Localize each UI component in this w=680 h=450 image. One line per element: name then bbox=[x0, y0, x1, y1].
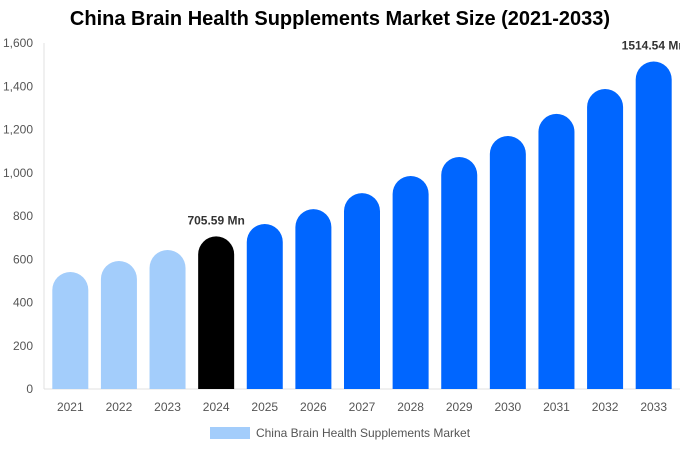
y-tick-label: 600 bbox=[13, 252, 33, 266]
bar-2030 bbox=[489, 136, 526, 389]
x-tick-label: 2026 bbox=[300, 400, 327, 414]
data-label: 705.59 Mn bbox=[187, 213, 244, 227]
bar-2031 bbox=[538, 113, 575, 389]
bar-2022 bbox=[100, 260, 137, 389]
y-tick-label: 200 bbox=[13, 339, 33, 353]
x-tick-label: 2030 bbox=[494, 400, 521, 414]
y-tick-label: 1,400 bbox=[3, 79, 33, 93]
chart-title: China Brain Health Supplements Market Si… bbox=[69, 8, 611, 30]
legend-label: China Brain Health Supplements Market bbox=[255, 426, 471, 440]
bar-2028 bbox=[392, 175, 429, 389]
y-tick-label: 0 bbox=[26, 382, 33, 396]
x-tick-label: 2023 bbox=[154, 400, 181, 414]
bar-2026 bbox=[295, 209, 332, 389]
x-tick-label: 2022 bbox=[106, 400, 133, 414]
bar-2023 bbox=[149, 249, 186, 389]
x-tick-label: 2033 bbox=[640, 400, 667, 414]
x-tick-label: 2021 bbox=[57, 400, 84, 414]
x-tick-label: 2027 bbox=[349, 400, 376, 414]
y-tick-label: 1,200 bbox=[3, 123, 33, 137]
bar-2033 bbox=[635, 61, 672, 390]
bar-2025 bbox=[246, 224, 283, 389]
x-tick-label: 2028 bbox=[397, 400, 424, 414]
bar-2027 bbox=[344, 193, 380, 389]
data-label: 1514.54 Mn bbox=[622, 38, 680, 52]
x-tick-label: 2025 bbox=[251, 400, 278, 414]
y-tick-label: 400 bbox=[13, 296, 33, 310]
bar-2032 bbox=[587, 89, 624, 389]
y-tick-label: 800 bbox=[13, 209, 33, 223]
bar-2024 bbox=[198, 236, 235, 389]
x-tick-label: 2029 bbox=[446, 400, 473, 414]
y-tick-label: 1,600 bbox=[3, 36, 33, 50]
y-tick-label: 1,000 bbox=[3, 166, 33, 180]
x-tick-label: 2031 bbox=[543, 400, 570, 414]
bar-2021 bbox=[52, 272, 89, 389]
legend: China Brain Health Supplements Market bbox=[0, 426, 680, 440]
x-tick-label: 2032 bbox=[592, 400, 619, 414]
legend-swatch bbox=[209, 427, 250, 439]
x-tick-label: 2024 bbox=[203, 400, 230, 414]
bar-2029 bbox=[441, 156, 478, 389]
